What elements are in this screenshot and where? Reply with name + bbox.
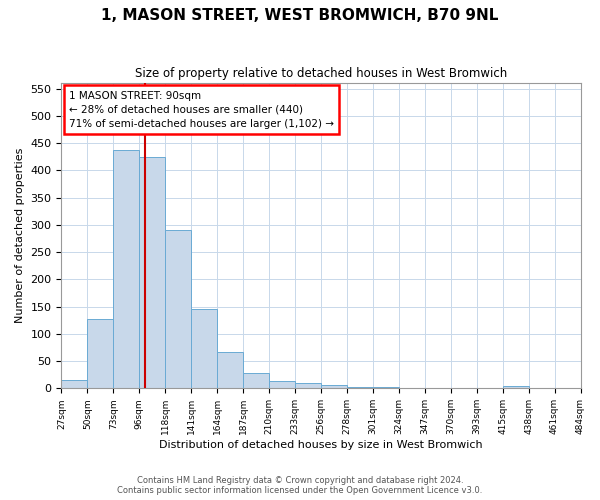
Bar [113,150,139,388]
Bar [243,372,269,388]
Y-axis label: Number of detached properties: Number of detached properties [15,148,25,324]
Bar [503,386,529,388]
Bar [295,383,321,388]
Bar [347,386,373,388]
Bar [88,318,113,388]
Bar [191,309,217,388]
Bar [321,385,347,388]
Text: 1, MASON STREET, WEST BROMWICH, B70 9NL: 1, MASON STREET, WEST BROMWICH, B70 9NL [101,8,499,22]
Text: Contains HM Land Registry data © Crown copyright and database right 2024.
Contai: Contains HM Land Registry data © Crown c… [118,476,482,495]
Title: Size of property relative to detached houses in West Bromwich: Size of property relative to detached ho… [135,68,507,80]
Bar [269,382,295,388]
Bar [217,352,243,389]
Bar [139,156,165,388]
Text: 1 MASON STREET: 90sqm
← 28% of detached houses are smaller (440)
71% of semi-det: 1 MASON STREET: 90sqm ← 28% of detached … [69,90,334,128]
Bar [61,380,88,388]
X-axis label: Distribution of detached houses by size in West Bromwich: Distribution of detached houses by size … [159,440,483,450]
Bar [165,230,191,388]
